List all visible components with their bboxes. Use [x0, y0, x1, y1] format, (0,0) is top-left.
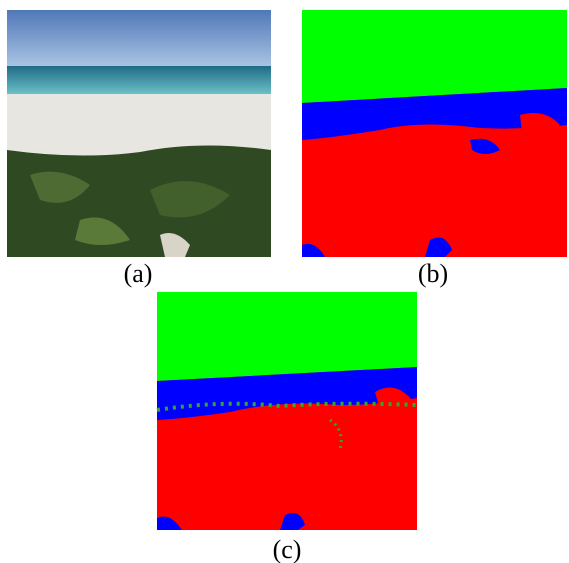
panel-label: (a): [124, 259, 153, 288]
panel-label: (c): [273, 535, 302, 563]
figure: (a) (b) (c): [0, 0, 569, 563]
panel-label: (b): [418, 259, 448, 288]
segmentation-c: [157, 292, 417, 530]
segmentation-b: [302, 10, 567, 257]
page: (a) (b) (c) (() => { const data = JSON.p…: [0, 0, 569, 563]
photo-a: [7, 10, 271, 257]
